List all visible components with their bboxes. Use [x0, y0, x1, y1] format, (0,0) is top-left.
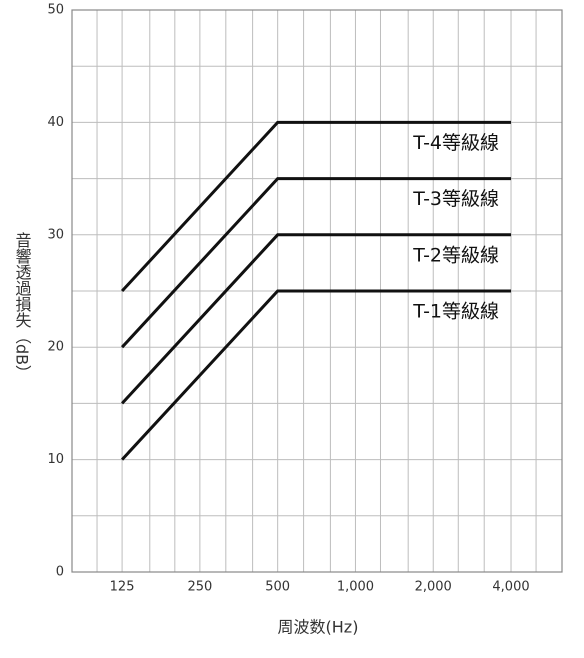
x-tick-label: 250 [187, 580, 212, 595]
series-label: T-1等級線 [412, 301, 499, 323]
series-line [120, 120, 512, 293]
series-line [120, 289, 512, 461]
y-tick-label: 10 [47, 452, 64, 467]
series-label: T-2等級線 [412, 244, 499, 266]
x-tick-label: 1,000 [337, 580, 374, 595]
y-axis-label: 音響透過損失（dB） [13, 232, 32, 381]
series-label: T-3等級線 [412, 188, 499, 210]
x-tick-label: 2,000 [415, 580, 452, 595]
y-tick-label: 0 [56, 565, 64, 580]
series-label: T-4等級線 [412, 132, 499, 154]
y-tick-label: 20 [47, 340, 64, 355]
x-tick-label: 125 [110, 580, 135, 595]
series-line [120, 177, 512, 349]
x-tick-label: 4,000 [492, 580, 529, 595]
y-tick-label: 40 [47, 115, 64, 130]
y-tick-label: 30 [47, 227, 64, 242]
plot-frame [71, 9, 563, 573]
x-tick-label: 500 [265, 580, 290, 595]
x-axis-label: 周波数(Hz) [278, 618, 359, 637]
y-tick-label: 50 [47, 3, 64, 18]
series-line [120, 233, 512, 405]
